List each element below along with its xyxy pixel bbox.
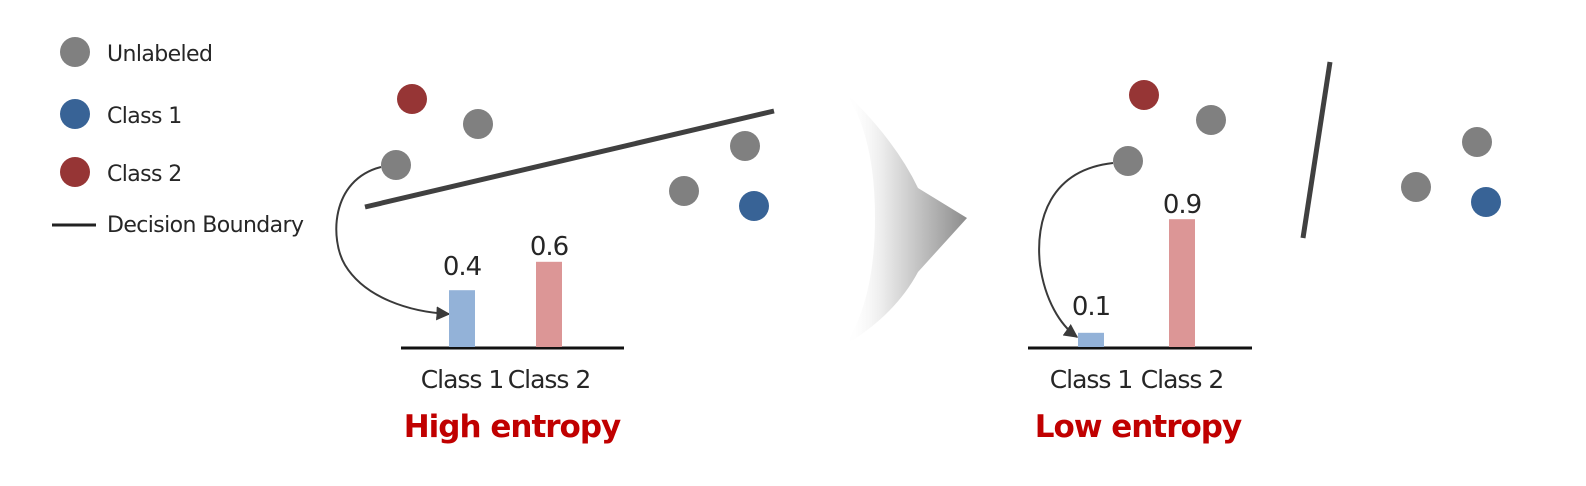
bar-value-label: 0.4 [443,252,482,282]
legend-unlabeled-label: Unlabeled [107,42,212,67]
unlabeled-point-selected [1113,146,1143,176]
bar-right-class1 [1078,332,1104,347]
class2-point [397,84,427,114]
bar-right-class2 [1169,219,1195,347]
unlabeled-point [1462,127,1492,157]
class1-point [1471,187,1501,217]
unlabeled-point-selected [381,150,411,180]
axis-tick-label: Class 1 [421,365,504,394]
right-panel: 0.1 0.9 Class 1 Class 2 Low entropy [1028,61,1501,445]
legend-boundary-label: Decision Boundary [107,213,304,238]
unlabeled-point [1401,172,1431,202]
prediction-arrow-left [335,166,451,321]
legend-unlabeled-dot [60,37,90,67]
legend-class2-label: Class 2 [107,162,182,187]
bar-left-class2 [536,261,562,347]
axis-tick-label: Class 2 [1141,365,1224,394]
legend: Unlabeled Class 1 Class 2 Decision Bound… [52,37,305,238]
bar-left-class1 [449,290,475,347]
left-panel: 0.4 0.6 Class 1 Class 2 High entropy [335,84,775,445]
unlabeled-point [669,176,699,206]
unlabeled-point [730,131,760,161]
class1-point [739,191,769,221]
bar-value-label: 0.6 [530,232,568,262]
legend-class1-label: Class 1 [107,104,182,129]
axis-tick-label: Class 1 [1050,365,1133,394]
legend-class1-dot [60,99,90,129]
bar-value-label: 0.9 [1163,190,1201,220]
legend-class2-dot [60,157,90,187]
bar-value-label: 0.1 [1072,292,1110,322]
entropy-label-low: Low entropy [1035,409,1242,445]
entropy-label-high: High entropy [404,409,621,445]
unlabeled-point [463,109,493,139]
decision-boundary-left [364,108,775,210]
prediction-arrow-right [1038,162,1114,338]
class2-point [1129,80,1159,110]
unlabeled-point [1196,105,1226,135]
axis-tick-label: Class 2 [508,365,591,394]
decision-boundary-right [1300,61,1333,239]
transition-arrow [845,92,967,345]
